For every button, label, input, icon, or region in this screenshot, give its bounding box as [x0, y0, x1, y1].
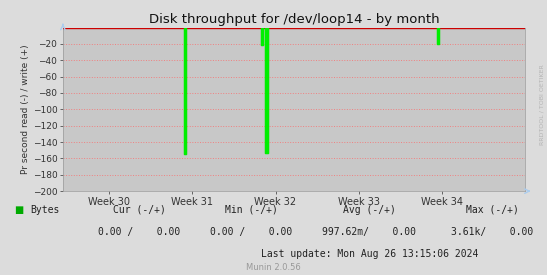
Text: 997.62m/    0.00: 997.62m/ 0.00 [322, 227, 416, 237]
Text: Min (-/+): Min (-/+) [225, 205, 278, 215]
Text: 3.61k/    0.00: 3.61k/ 0.00 [451, 227, 533, 237]
Text: Avg (-/+): Avg (-/+) [343, 205, 395, 215]
Text: Bytes: Bytes [30, 205, 60, 215]
Text: Cur (-/+): Cur (-/+) [113, 205, 166, 215]
Title: Disk throughput for /dev/loop14 - by month: Disk throughput for /dev/loop14 - by mon… [149, 13, 439, 26]
Text: Last update: Mon Aug 26 13:15:06 2024: Last update: Mon Aug 26 13:15:06 2024 [260, 249, 478, 259]
Text: RRDTOOL / TOBI OETIKER: RRDTOOL / TOBI OETIKER [539, 64, 544, 145]
Text: Max (-/+): Max (-/+) [466, 205, 519, 215]
Text: 0.00 /    0.00: 0.00 / 0.00 [98, 227, 181, 237]
Y-axis label: Pr second read (-) / write (+): Pr second read (-) / write (+) [21, 45, 30, 174]
Text: 0.00 /    0.00: 0.00 / 0.00 [211, 227, 293, 237]
Text: ■: ■ [14, 205, 23, 215]
Text: Munin 2.0.56: Munin 2.0.56 [246, 263, 301, 272]
